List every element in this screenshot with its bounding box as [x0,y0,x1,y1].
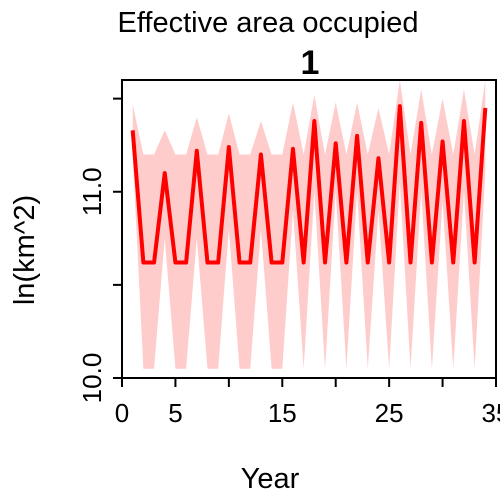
confidence-band [132,80,486,369]
x-tick-label: 0 [115,398,129,428]
panel-title: 1 [301,44,320,82]
y-tick-label: 10.0 [77,353,107,404]
x-tick-label: 5 [168,398,182,428]
series-line [130,104,488,265]
x-tick-label: 25 [375,398,404,428]
x-axis-label: Year [241,463,300,495]
y-axis-label: ln(km^2) [9,195,41,305]
y-tick-label: 11.0 [77,167,107,216]
chart-title: Effective area occupied [118,7,419,39]
x-tick-label: 15 [268,398,297,428]
plot-area: 0 5 15 25 35 10.0 11.0 [77,79,500,428]
x-tick-label: 35 [482,398,500,428]
